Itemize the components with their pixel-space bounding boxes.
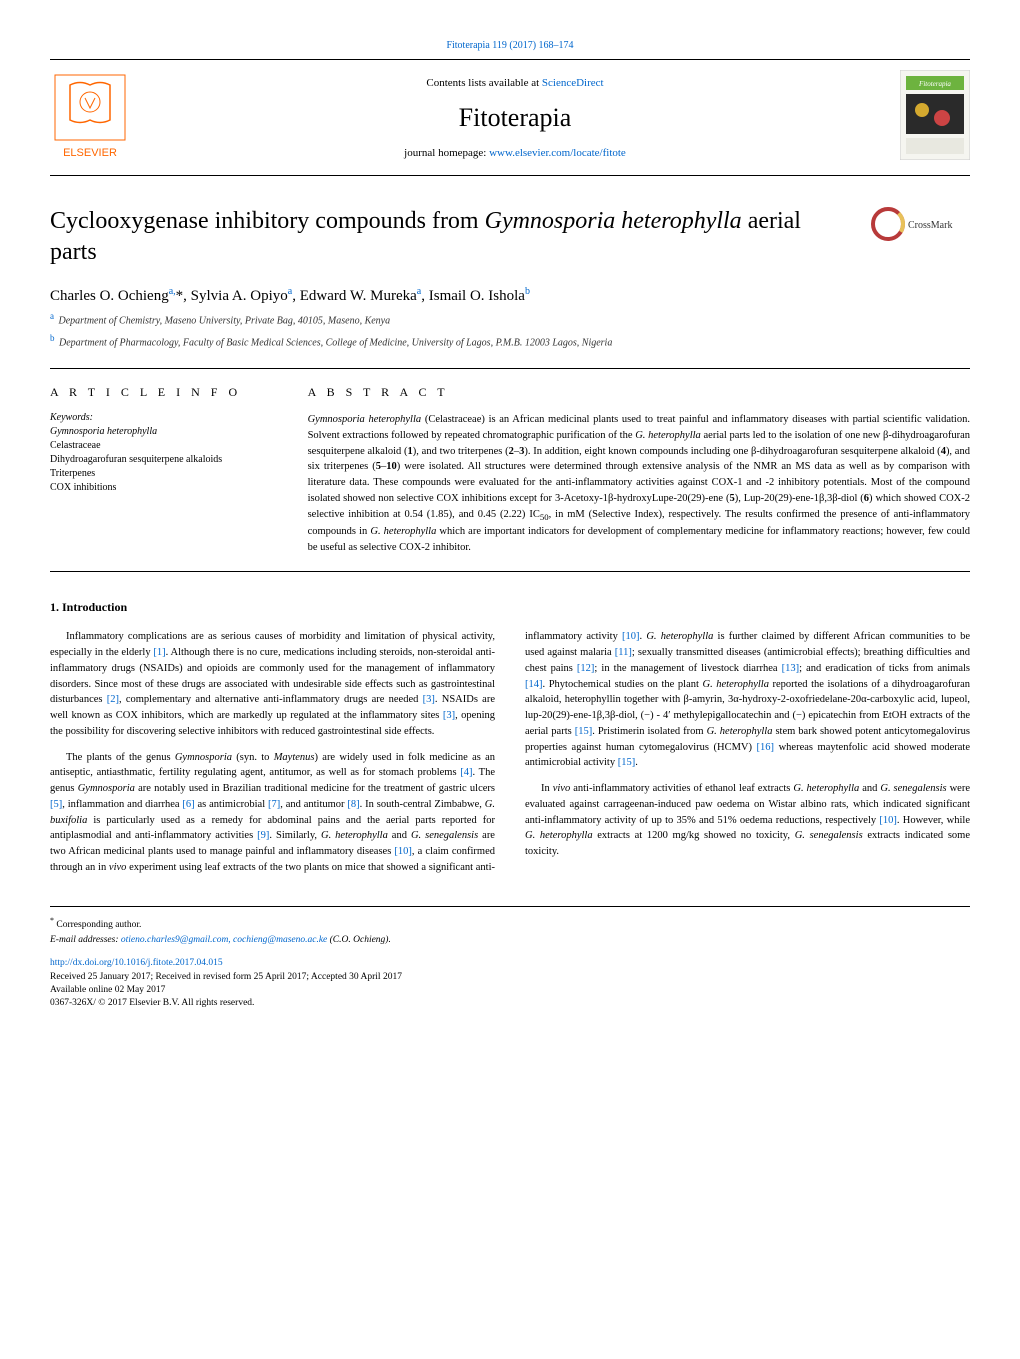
svg-text:Fitoterapia: Fitoterapia: [918, 80, 951, 88]
journal-ref-anchor[interactable]: Fitoterapia 119 (2017) 168–174: [446, 40, 573, 51]
affiliation: a Department of Chemistry, Maseno Univer…: [50, 311, 970, 326]
article-title: Cyclooxygenase inhibitory compounds from…: [50, 206, 870, 268]
keyword: COX inhibitions: [50, 481, 288, 495]
info-abstract-row: A R T I C L E I N F O Keywords: Gymnospo…: [50, 368, 970, 572]
header-center: Contents lists available at ScienceDirec…: [130, 77, 900, 159]
homepage-line: journal homepage: www.elsevier.com/locat…: [130, 147, 900, 159]
homepage-prefix: journal homepage:: [404, 147, 489, 159]
doi-link[interactable]: http://dx.doi.org/10.1016/j.fitote.2017.…: [50, 957, 970, 970]
info-heading: A R T I C L E I N F O: [50, 385, 288, 400]
authors: Charles O. Ochienga,*, Sylvia A. Opiyoa,…: [50, 286, 970, 305]
crossmark-badge[interactable]: CrossMark: [870, 206, 970, 247]
keyword: Gymnosporia heterophylla: [50, 425, 288, 439]
homepage-link[interactable]: www.elsevier.com/locate/fitote: [489, 147, 626, 159]
svg-text:CrossMark: CrossMark: [908, 220, 952, 231]
keyword: Dihydroagarofuran sesquiterpene alkaloid…: [50, 453, 288, 467]
title-section: Cyclooxygenase inhibitory compounds from…: [50, 206, 970, 268]
sciencedirect-link[interactable]: ScienceDirect: [542, 77, 604, 89]
received-line: Received 25 January 2017; Received in re…: [50, 971, 970, 984]
journal-cover: Fitoterapia: [900, 70, 970, 165]
journal-ref-link: Fitoterapia 119 (2017) 168–174: [50, 40, 970, 51]
keyword: Triterpenes: [50, 467, 288, 481]
body-section: 1. Introduction Inflammatory complicatio…: [50, 600, 970, 875]
email-line: E-mail addresses: otieno.charles9@gmail.…: [50, 934, 970, 947]
affiliations: a Department of Chemistry, Maseno Univer…: [50, 311, 970, 348]
email-link[interactable]: otieno.charles9@gmail.com, cochieng@mase…: [121, 935, 327, 945]
abstract-column: A B S T R A C T Gymnosporia heterophylla…: [308, 385, 970, 555]
body-columns: Inflammatory complications are as seriou…: [50, 629, 970, 875]
body-paragraph: Inflammatory complications are as seriou…: [50, 629, 495, 739]
contents-prefix: Contents lists available at: [426, 77, 541, 89]
abstract-heading: A B S T R A C T: [308, 385, 970, 400]
keywords-list: Gymnosporia heterophyllaCelastraceaeDihy…: [50, 425, 288, 495]
keywords-label: Keywords:: [50, 412, 288, 423]
svg-text:ELSEVIER: ELSEVIER: [63, 147, 117, 159]
abstract-text: Gymnosporia heterophylla (Celastraceae) …: [308, 412, 970, 555]
copyright-line: 0367-326X/ © 2017 Elsevier B.V. All righ…: [50, 997, 970, 1010]
elsevier-logo: ELSEVIER: [50, 70, 130, 165]
body-paragraph: In vivo anti-inflammatory activities of …: [525, 781, 970, 860]
affiliation: b Department of Pharmacology, Faculty of…: [50, 333, 970, 348]
contents-line: Contents lists available at ScienceDirec…: [130, 77, 900, 89]
keyword: Celastraceae: [50, 439, 288, 453]
article-info: A R T I C L E I N F O Keywords: Gymnospo…: [50, 385, 308, 555]
section-heading: 1. Introduction: [50, 600, 970, 615]
online-line: Available online 02 May 2017: [50, 984, 970, 997]
footer: * Corresponding author. E-mail addresses…: [50, 906, 970, 1011]
header-box: ELSEVIER Contents lists available at Sci…: [50, 59, 970, 176]
corresponding-author: * Corresponding author.: [50, 915, 970, 932]
journal-name: Fitoterapia: [130, 103, 900, 133]
